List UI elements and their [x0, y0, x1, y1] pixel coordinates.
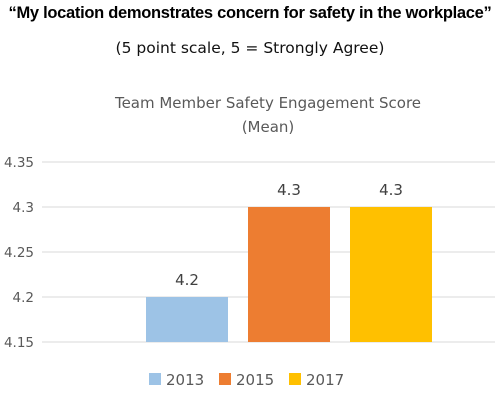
y-tick-label: 4.25: [4, 245, 34, 261]
bar-2015: [248, 207, 330, 342]
legend-label: 2013: [166, 371, 204, 389]
y-tick-label: 4.3: [13, 200, 34, 216]
data-label: 4.3: [379, 181, 403, 199]
legend-swatch: [149, 373, 161, 385]
data-label: 4.3: [277, 181, 301, 199]
scale-note: (5 point scale, 5 = Strongly Agree): [115, 39, 385, 57]
legend-label: 2017: [306, 371, 344, 389]
y-tick-label: 4.35: [4, 155, 34, 171]
legend-swatch: [219, 373, 231, 385]
y-axis: 4.15 4.2 4.25 4.3 4.35: [4, 155, 34, 351]
y-tick-label: 4.15: [4, 335, 34, 351]
legend-swatch: [289, 373, 301, 385]
data-label: 4.2: [175, 271, 199, 289]
headline: “My location demonstrates concern for sa…: [8, 4, 492, 22]
y-tick-label: 4.2: [13, 290, 34, 306]
bar-2017: [350, 207, 432, 342]
chart-title: Team Member Safety Engagement Score: [114, 94, 421, 112]
legend-label: 2015: [236, 371, 274, 389]
legend: 2013 2015 2017: [149, 371, 344, 389]
data-labels: 4.2 4.3 4.3: [175, 181, 403, 289]
bars: [146, 207, 432, 342]
bar-2013: [146, 297, 228, 342]
chart-subtitle: (Mean): [242, 118, 295, 136]
bar-chart: Team Member Safety Engagement Score (Mea…: [4, 94, 495, 389]
